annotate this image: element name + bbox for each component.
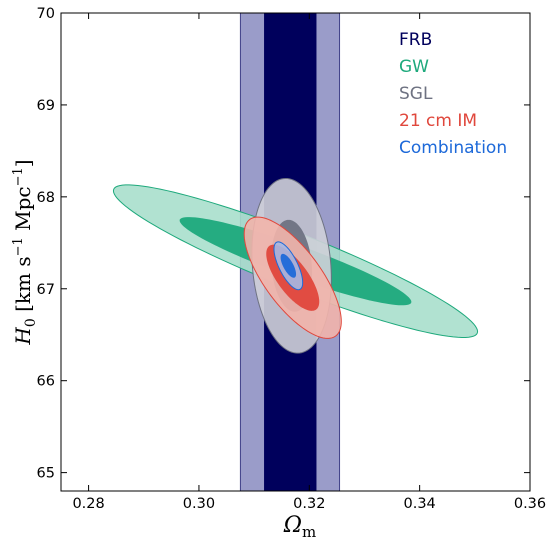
y-tick-label: 67 [37,282,55,298]
y-tick-label: 66 [37,374,55,390]
y-axis-title-unit-mid: Mpc [11,186,35,237]
y-tick-label: 65 [37,466,55,482]
x-tick-label: 0.32 [293,496,325,512]
legend-entry-sgl: SGL [399,84,433,104]
legend-entry-gw: GW [399,57,429,77]
series-combination [273,241,304,291]
y-axis-title-exp2: −1 [11,167,26,186]
x-tick-label: 0.30 [183,496,215,512]
axis-ticks: 0.28 0.30 0.32 0.34 0.36 65 66 67 68 69 70 [37,6,547,512]
x-axis-title: Ωm [283,513,316,541]
y-axis-title-main: H [11,327,35,346]
x-tick-label: 0.34 [403,496,435,512]
y-axis-title-unit-open: [km s [11,256,35,318]
legend-entry-21-cm-im: 21 cm IM [399,111,477,131]
contour-marks [112,13,479,491]
x-axis-title-main: Ω [283,513,302,538]
x-axis-title-sub: m [302,523,316,541]
x-tick-label: 0.28 [72,496,104,512]
combination-inner-contour [280,253,297,278]
legend: FRB GW SGL 21 cm IM Combination [399,30,507,158]
x-tick-label: 0.36 [514,496,546,512]
y-axis-title-sub: 0 [23,318,39,327]
y-tick-label: 70 [37,6,55,22]
y-axis-title: H0 [km s−1 Mpc−1] [11,159,39,345]
y-tick-label: 69 [37,98,55,114]
legend-entry-frb: FRB [399,30,432,50]
legend-entry-combination: Combination [399,138,507,158]
y-axis-title-exp1: −1 [11,237,26,256]
y-axis-title-unit-close: ] [11,159,35,167]
y-tick-label: 68 [37,190,55,206]
plot-frame [60,12,531,492]
